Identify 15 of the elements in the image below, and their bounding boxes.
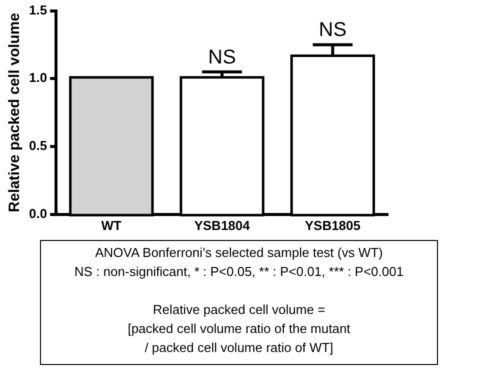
y-tick-label: 0.5 (28, 138, 48, 154)
x-tick-label: YSB1804 (194, 218, 251, 233)
text: [packed cell volume ratio of the mutant (126, 320, 352, 338)
y-axis-title: Relative packed cell volume (6, 12, 24, 212)
annotation: NS (318, 19, 347, 42)
text: ANOVA Bonferroni’s selected sample test (vs WT) (94, 244, 384, 262)
text: Relative packed cell volume = (152, 301, 326, 319)
x-tick-label: YSB1805 (304, 218, 361, 233)
y-tick-label: 1.0 (28, 70, 48, 86)
y-tick-label: 0.0 (28, 206, 48, 221)
y-tick-label: 1.5 (28, 2, 48, 18)
annotation: NS (208, 46, 236, 68)
text: NS : non-significant, * : P<0.05, ** : P<0.01, *** : P<0.001 (73, 263, 405, 281)
text: / packed cell volume ratio of WT] (144, 339, 334, 357)
x-tick-label: WT (101, 218, 122, 233)
